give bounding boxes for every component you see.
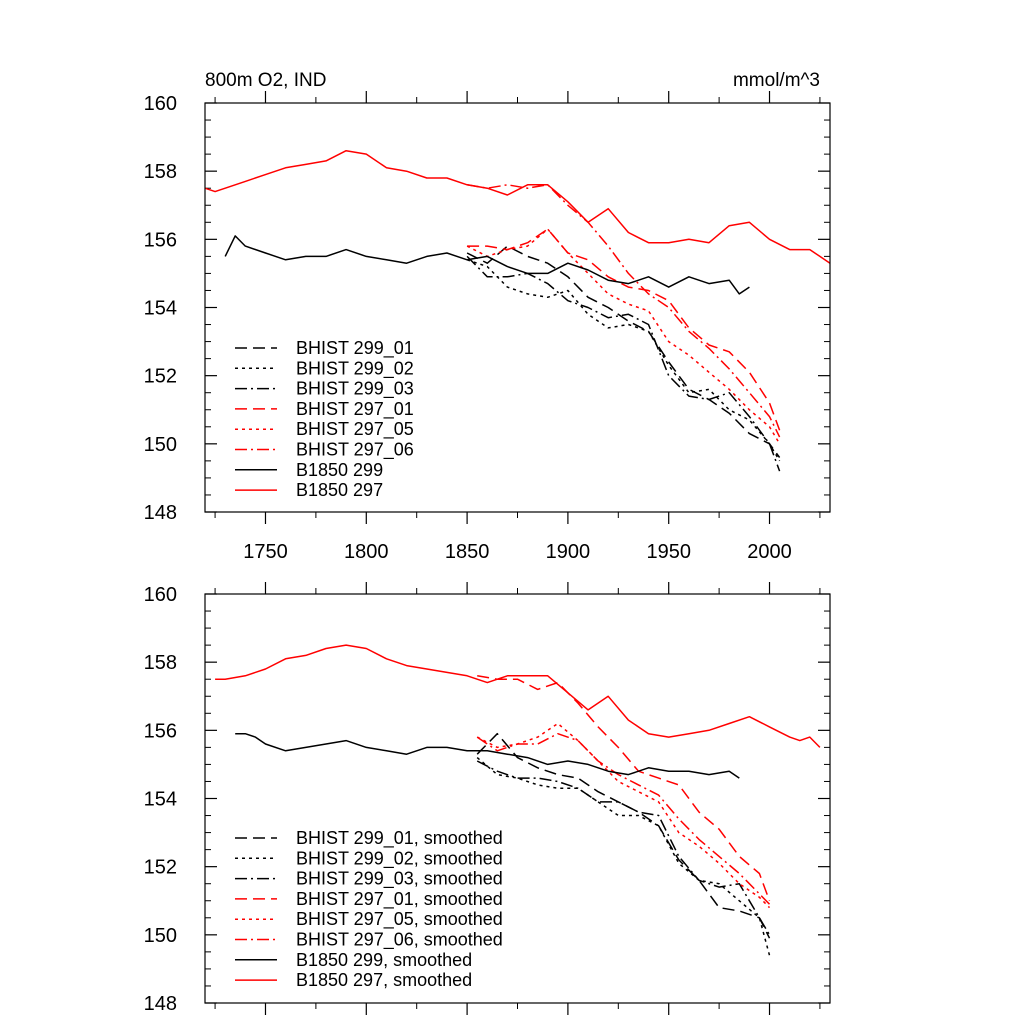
y-tick-label: 150: [144, 434, 177, 456]
series-line: [466, 228, 781, 445]
legend-label: BHIST 297_01: [296, 399, 414, 420]
legend-label: BHIST 299_01: [296, 338, 414, 359]
series-line: [476, 732, 771, 939]
y-tick-label: 158: [144, 652, 177, 674]
series-line: [467, 228, 781, 431]
y-tick-label: 154: [144, 789, 177, 811]
legend-label: BHIST 299_03: [296, 379, 414, 400]
series-line: [466, 245, 781, 458]
x-tick-label: 1900: [546, 541, 591, 563]
bottom-panel: 148 150 152 154 156 158 160 BHIST 299_01, smoo…: [144, 582, 831, 1015]
legend-label: BHIST 297_05, smoothed: [296, 909, 503, 930]
legend-label: BHIST 297_05: [296, 419, 414, 440]
series-line: [224, 235, 750, 295]
series-lines: [204, 149, 831, 472]
x-tick-label: 1850: [445, 541, 490, 563]
series-line: [466, 255, 781, 472]
series-line: [204, 149, 831, 264]
series-line: [476, 722, 771, 909]
y-tick-label: 154: [144, 298, 177, 320]
series-lines: [215, 644, 821, 956]
series-line: [466, 184, 781, 438]
y-tick-label: 160: [144, 93, 177, 115]
y-tick-label: 156: [144, 720, 177, 742]
y-tick-label: 150: [144, 925, 177, 947]
legend-label: BHIST 299_03, smoothed: [296, 869, 503, 890]
series-line: [215, 644, 821, 748]
y-tick-label: 148: [144, 502, 177, 524]
legend-label: BHIST 299_02, smoothed: [296, 848, 503, 869]
x-tick-label: 1750: [243, 541, 288, 563]
series-line: [476, 757, 771, 956]
plot-frame: [204, 593, 831, 1004]
legend-label: BHIST 297_06: [296, 440, 414, 461]
legend-label: BHIST 297_01, smoothed: [296, 889, 503, 910]
axes-ticks: 148 150 152 154 156 158 160 1750 1800 1850 1900 195…: [144, 91, 830, 563]
y-tick-label: 156: [144, 229, 177, 251]
units-label: mmol/m^3: [733, 70, 820, 91]
legend-label: B1850 299, smoothed: [296, 950, 472, 970]
legend-label: BHIST 299_02: [296, 358, 414, 379]
legend-label: B1850 297, smoothed: [296, 970, 472, 990]
series-line: [477, 675, 771, 902]
series-line: [476, 760, 771, 936]
series-line: [235, 732, 740, 779]
chart-title: 800m O2, IND: [205, 70, 326, 91]
x-tick-label: 2000: [747, 541, 792, 563]
y-tick-label: 160: [144, 584, 177, 606]
axes-ticks: 148 150 152 154 156 158 160: [144, 582, 830, 1015]
x-tick-label: 1950: [646, 541, 691, 563]
series-line: [466, 259, 781, 462]
top-panel: 800m O2, IND mmol/m^3 148 150 152 154 156 158…: [144, 70, 831, 563]
y-tick-label: 152: [144, 857, 177, 879]
y-tick-label: 152: [144, 366, 177, 388]
legend-label: B1850 299: [296, 460, 383, 480]
plot-frame: [204, 102, 831, 513]
y-tick-label: 148: [144, 993, 177, 1015]
x-tick-label: 1800: [344, 541, 389, 563]
legend-label: BHIST 299_01, smoothed: [296, 828, 503, 849]
y-tick-label: 158: [144, 161, 177, 183]
legend-label: BHIST 297_06, smoothed: [296, 930, 503, 951]
legend-label: B1850 297: [296, 480, 383, 500]
series-line: [476, 732, 771, 905]
